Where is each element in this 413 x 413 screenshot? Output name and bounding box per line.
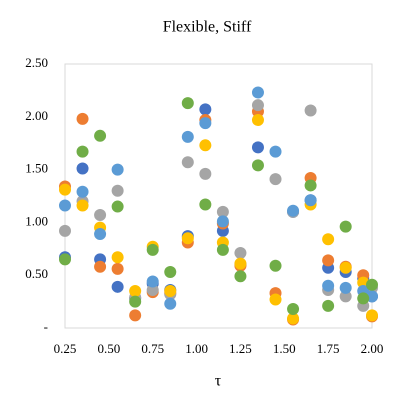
scatter-point: [94, 260, 107, 273]
scatter-point: [129, 295, 142, 308]
scatter-point: [287, 302, 300, 315]
y-tick-label: 1.50: [25, 161, 48, 176]
scatter-point: [322, 279, 335, 292]
x-tick-label: 0.75: [141, 341, 164, 356]
scatter-point: [322, 233, 335, 246]
scatter-point: [322, 299, 335, 312]
scatter-point: [269, 173, 282, 186]
plot-area: [64, 63, 373, 329]
y-tick-label: -: [44, 319, 48, 334]
scatter-point: [269, 259, 282, 272]
y-tick-label: 0.50: [25, 266, 48, 281]
scatter-point: [322, 254, 335, 267]
scatter-point: [269, 293, 282, 306]
scatter-point: [146, 283, 159, 296]
x-tick-label: 1.50: [273, 341, 296, 356]
scatter-point: [111, 200, 124, 213]
scatter-point: [59, 224, 71, 237]
scatter-point: [251, 86, 264, 99]
scatter-point: [94, 129, 107, 142]
scatter-point: [287, 204, 300, 217]
scatter-point: [181, 97, 194, 110]
scatter-point: [76, 162, 89, 175]
scatter-point: [366, 278, 378, 291]
scatter-point: [234, 257, 247, 270]
y-tick-label: 2.50: [25, 55, 48, 70]
scatter-point: [129, 309, 142, 322]
scatter-point: [146, 243, 159, 256]
scatter-point: [304, 104, 317, 117]
scatter-point: [339, 220, 352, 233]
scatter-point: [111, 262, 124, 275]
scatter-point: [216, 215, 229, 228]
scatter-point: [216, 205, 229, 218]
x-tick-label: 0.25: [54, 341, 77, 356]
scatter-point: [94, 209, 107, 222]
scatter-point: [111, 251, 124, 264]
scatter-point: [199, 117, 212, 130]
scatter-point: [304, 194, 317, 207]
scatter-point: [234, 270, 247, 283]
scatter-point: [339, 261, 352, 274]
scatter-point: [59, 183, 71, 196]
scatter-point: [94, 228, 107, 241]
scatter-point: [76, 185, 89, 198]
scatter-point: [287, 312, 300, 325]
scatter-point: [181, 156, 194, 169]
scatter-point: [199, 167, 212, 180]
x-tick-label: 1.75: [317, 341, 340, 356]
scatter-point: [251, 113, 264, 126]
scatter-point: [111, 163, 124, 176]
scatter-point: [366, 309, 378, 322]
x-tick-label: 1.25: [229, 341, 252, 356]
x-tick-label: 2.00: [361, 341, 384, 356]
scatter-point: [146, 275, 159, 288]
scatter-point: [304, 179, 317, 192]
scatter-point: [59, 253, 71, 266]
scatter-point: [76, 199, 89, 212]
scatter-point: [76, 145, 89, 158]
scatter-point: [199, 103, 212, 116]
scatter-point: [234, 247, 247, 260]
scatter-point: [269, 145, 282, 158]
x-tick-label: 0.50: [97, 341, 120, 356]
scatter-point: [164, 266, 177, 279]
scatter-point: [251, 141, 264, 154]
scatter-point: [251, 99, 264, 112]
scatter-point: [216, 243, 229, 256]
scatter-point: [339, 290, 352, 303]
scatter-point: [164, 297, 177, 310]
scatter-point: [357, 292, 370, 305]
scatter-point: [199, 198, 212, 211]
x-axis-label: τ: [215, 373, 222, 390]
scatter-point: [164, 285, 177, 298]
scatter-point: [76, 112, 89, 125]
scatter-point: [129, 285, 142, 298]
scatter-point: [251, 159, 264, 172]
y-tick-label: 1.00: [25, 213, 48, 228]
x-tick-label: 1.00: [185, 341, 208, 356]
scatter-point: [111, 280, 124, 293]
scatter-point: [59, 199, 71, 212]
scatter-point: [181, 130, 194, 143]
y-tick-label: 2.00: [25, 108, 48, 123]
scatter-point: [111, 184, 124, 197]
chart-title: Flexible, Stiff: [163, 19, 252, 36]
scatter-point: [181, 232, 194, 245]
scatter-point: [339, 281, 352, 294]
scatter-point: [199, 139, 212, 152]
